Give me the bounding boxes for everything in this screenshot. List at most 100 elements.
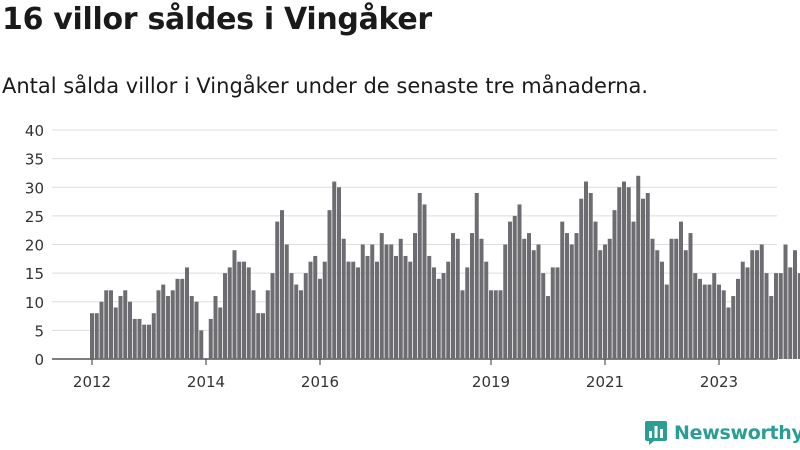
bar (560, 221, 565, 359)
y-tick-label: 5 (34, 322, 44, 340)
bar (113, 307, 118, 359)
axes: 0510152025303540162012201420162019202120… (25, 122, 738, 391)
bar (137, 318, 142, 359)
bar (341, 238, 346, 359)
bar (394, 255, 398, 359)
bar (308, 261, 313, 359)
bar (740, 261, 745, 359)
bar (232, 250, 237, 359)
y-tick-label: 30 (25, 179, 44, 197)
bar (470, 233, 474, 359)
bar (736, 278, 740, 359)
bar (655, 250, 660, 359)
bar (783, 244, 788, 359)
bar (265, 290, 270, 359)
bar (731, 296, 736, 359)
bar (674, 238, 679, 359)
bar (797, 273, 800, 359)
bar (598, 250, 603, 359)
y-tick-label: 20 (25, 237, 44, 255)
bar (755, 250, 759, 359)
y-tick-label: 40 (25, 122, 44, 140)
bar (512, 215, 517, 359)
bar (303, 273, 308, 359)
bar (626, 187, 631, 359)
bar (726, 307, 731, 359)
bar (451, 233, 455, 359)
bar (555, 267, 560, 359)
y-tick-label: 10 (25, 294, 44, 312)
bar (536, 244, 541, 359)
newsworthy-logo: Newsworthy (644, 420, 800, 446)
bar (280, 210, 284, 359)
bar (99, 301, 104, 359)
y-tick-label: 35 (25, 151, 44, 169)
bar (356, 267, 360, 359)
bar (408, 261, 413, 359)
bar (118, 296, 123, 359)
bar (603, 244, 607, 359)
bar (332, 181, 337, 359)
bar (284, 244, 289, 359)
bar (593, 221, 598, 359)
chart-title: 16 villor såldes i Vingåker (2, 2, 432, 37)
x-tick-label: 2019 (472, 373, 510, 391)
bar (764, 273, 769, 359)
bar (318, 278, 322, 359)
y-tick-label: 25 (25, 208, 44, 226)
bar (422, 204, 427, 359)
bar (778, 273, 783, 359)
bar (679, 221, 683, 359)
x-tick-label: 2023 (700, 373, 738, 391)
bar (522, 238, 527, 359)
bar (313, 255, 318, 359)
bar (455, 238, 460, 359)
bar (132, 318, 137, 359)
bar (270, 273, 275, 359)
bar (484, 261, 489, 359)
bar (493, 290, 498, 359)
bar (460, 290, 465, 359)
bar (365, 255, 370, 359)
bar (645, 192, 650, 359)
bar (441, 273, 446, 359)
bar (104, 290, 109, 359)
bar (721, 290, 726, 359)
bar (256, 313, 261, 359)
bar (170, 290, 175, 359)
bar (351, 261, 356, 359)
bar-series (90, 175, 800, 359)
bar (218, 307, 223, 359)
bar (612, 210, 617, 359)
bar (199, 330, 204, 359)
bar (569, 244, 574, 359)
bar (180, 278, 185, 359)
bar (384, 244, 389, 359)
bar (769, 296, 774, 359)
bar (508, 221, 512, 359)
bar (702, 284, 707, 359)
bar (717, 284, 721, 359)
bar (360, 244, 365, 359)
bar (227, 267, 232, 359)
bar (379, 233, 384, 359)
bar (389, 244, 394, 359)
bar (546, 296, 550, 359)
bar (242, 261, 246, 359)
bar (151, 313, 156, 359)
bar (432, 267, 436, 359)
bar (175, 278, 180, 359)
bar (607, 238, 612, 359)
bar (346, 261, 351, 359)
bar (664, 284, 669, 359)
bar (565, 233, 569, 359)
bar (123, 290, 128, 359)
bar (479, 238, 484, 359)
bar (588, 192, 593, 359)
bar (650, 238, 655, 359)
bar (636, 175, 641, 359)
bar (660, 261, 664, 359)
bar (579, 198, 584, 359)
bar (584, 181, 588, 359)
bar (793, 250, 797, 359)
